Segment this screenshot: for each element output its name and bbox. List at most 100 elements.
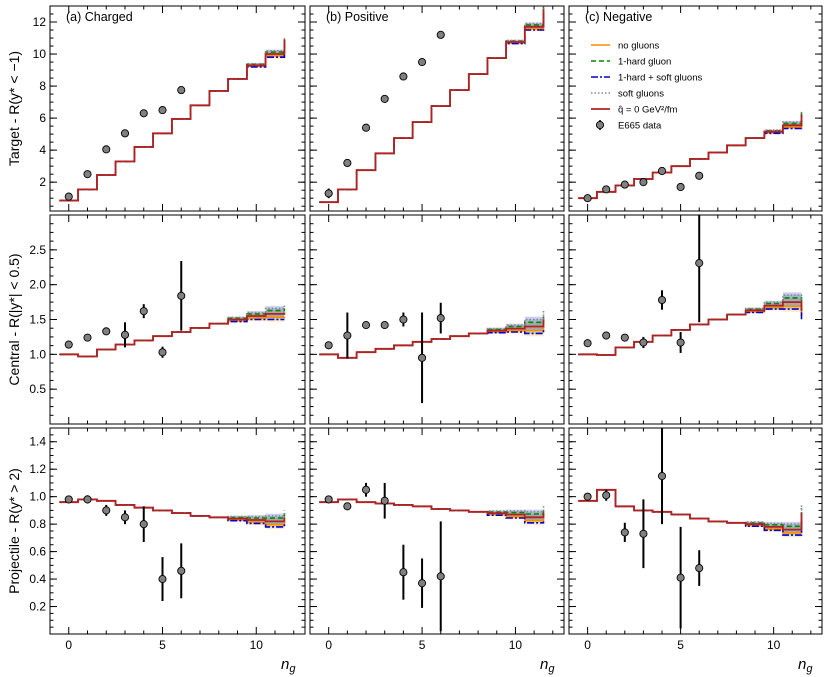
- data-point: [343, 158, 352, 168]
- data-point: [657, 472, 667, 481]
- data-point: [676, 338, 685, 347]
- model-curve-5: [319, 498, 545, 519]
- y-tick-label: 0.8: [29, 517, 46, 531]
- data-point: [639, 338, 648, 347]
- data-point: [324, 341, 333, 350]
- data-point: [102, 327, 111, 336]
- legend-label: 1-hard gluon: [618, 57, 671, 68]
- data-point: [361, 485, 371, 494]
- panel-projectile-1: 0 5 10 0.2 0.4 0.6 0.8 1.0 1.2 1.4 ng: [29, 427, 306, 675]
- panel-plot-area: [319, 482, 545, 632]
- y-tick-label: 1.5: [29, 313, 46, 327]
- data-point: [657, 166, 667, 176]
- panel-frame: [309, 427, 565, 635]
- legend-entry: q̂ = 0 GeV²/fm: [591, 105, 677, 116]
- panel-frame: [309, 5, 565, 212]
- model-uncertainty-band: [506, 323, 525, 331]
- model-curve-4: [59, 498, 286, 519]
- data-point: [177, 291, 186, 300]
- model-curve-3: [319, 329, 545, 359]
- x-tick-label: 0: [584, 638, 591, 652]
- panel-frame: [49, 427, 306, 635]
- data-point: [102, 145, 111, 154]
- data-point: [418, 353, 427, 362]
- data-point: [602, 331, 611, 340]
- x-tick-label: 5: [419, 638, 426, 652]
- panel-frame: [568, 5, 823, 212]
- model-curve-5: [319, 9, 545, 204]
- y-tick-label: 0.4: [29, 572, 46, 586]
- data-point: [102, 506, 111, 515]
- data-point: [83, 495, 92, 504]
- data-point: [324, 189, 333, 198]
- x-axis-label-subscript: g: [806, 663, 813, 675]
- data-point: [399, 315, 408, 324]
- data-point: [380, 94, 389, 103]
- model-uncertainty-band: [764, 300, 783, 308]
- panel-projectile-3: 0 5 10 ng: [568, 427, 823, 675]
- panel-frame: [568, 214, 823, 425]
- panel-label: (a) Charged: [66, 10, 133, 24]
- y-tick-label: 1.2: [29, 462, 46, 476]
- panel-plot-area: [59, 495, 286, 602]
- y-tick-label: 0.6: [29, 545, 46, 559]
- legend: no gluons 1-hard gluon 1-hard + soft gluon…: [591, 41, 702, 132]
- y-tick-label: 6: [39, 111, 46, 125]
- y-axis-label-central: Central - R(|y*| < 0.5): [6, 253, 22, 385]
- legend-entry: no gluons: [591, 41, 659, 52]
- data-point: [583, 194, 592, 203]
- model-uncertainty-band: [782, 521, 802, 533]
- model-curve-5: [578, 301, 803, 356]
- model-uncertainty-band: [265, 513, 285, 525]
- y-tick-label: 12: [33, 15, 47, 29]
- data-point: [343, 331, 352, 340]
- data-point: [583, 492, 592, 501]
- data-point: [602, 185, 611, 194]
- model-curve-5: [578, 114, 803, 200]
- model-curve-4: [319, 309, 545, 359]
- data-point: [676, 182, 685, 192]
- data-point: [602, 491, 611, 500]
- data-point: [399, 72, 408, 81]
- data-point: [380, 496, 389, 505]
- data-point: [695, 171, 704, 180]
- x-axis-label-subscript: g: [548, 663, 555, 675]
- y-axis-label-projectile: Projectile - R(y* > 2): [6, 468, 22, 594]
- data-point: [158, 575, 167, 584]
- data-point: [120, 129, 130, 138]
- model-curve-2: [319, 313, 545, 359]
- panel-target-2: (b) Positive: [309, 5, 565, 212]
- legend-label: E665 data: [618, 121, 662, 132]
- model-curve-2: [578, 112, 803, 199]
- data-point: [380, 321, 389, 330]
- y-tick-label: 1.4: [29, 435, 46, 449]
- y-tick-label: 0.5: [29, 382, 46, 396]
- data-point: [695, 564, 704, 573]
- model-curve-5: [59, 39, 286, 202]
- data-point: [139, 109, 148, 118]
- x-axis-label-subscript: g: [289, 663, 296, 675]
- data-point: [361, 123, 371, 132]
- model-curve-3: [578, 308, 803, 356]
- data-point: [583, 339, 592, 348]
- model-curve-3: [578, 489, 803, 536]
- legend-marker: [595, 120, 605, 130]
- y-tick-label: 2: [39, 175, 46, 189]
- x-tick-label: 0: [325, 638, 332, 652]
- legend-label: 1-hard + soft gluons: [618, 73, 702, 84]
- x-axis-label: ng: [540, 656, 555, 675]
- panel-plot-area: [578, 110, 803, 203]
- data-point: [120, 330, 130, 339]
- model-curve-5: [578, 488, 803, 531]
- panel-frame: [49, 5, 306, 212]
- data-point: [64, 495, 73, 504]
- legend-entry: E665 data: [595, 120, 662, 132]
- model-uncertainty-band: [265, 518, 285, 530]
- x-tick-label: 10: [767, 638, 781, 652]
- x-tick-label: 5: [159, 638, 166, 652]
- data-point: [120, 513, 130, 522]
- x-axis-label: ng: [281, 656, 296, 675]
- y-tick-label: 4: [39, 143, 46, 157]
- panel-label: (c) Negative: [585, 10, 652, 24]
